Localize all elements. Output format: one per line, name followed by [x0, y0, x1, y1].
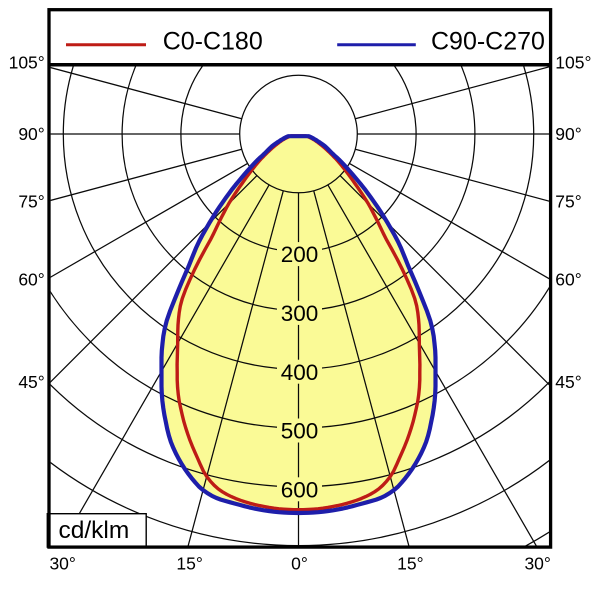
svg-text:400: 400 [281, 360, 319, 385]
svg-text:600: 600 [281, 477, 319, 502]
svg-text:15°: 15° [176, 553, 202, 573]
svg-text:45°: 45° [555, 372, 581, 392]
svg-text:30°: 30° [524, 553, 550, 573]
svg-text:105°: 105° [9, 52, 45, 72]
svg-text:105°: 105° [555, 52, 591, 72]
svg-text:0°: 0° [291, 553, 308, 573]
svg-text:C0-C180: C0-C180 [163, 27, 263, 55]
svg-text:45°: 45° [18, 372, 44, 392]
svg-text:30°: 30° [49, 553, 75, 573]
svg-text:75°: 75° [555, 191, 581, 211]
svg-text:60°: 60° [18, 269, 44, 289]
svg-text:200: 200 [281, 242, 319, 267]
svg-text:300: 300 [281, 301, 319, 326]
svg-text:90°: 90° [555, 124, 581, 144]
svg-text:15°: 15° [397, 553, 423, 573]
svg-text:C90-C270: C90-C270 [431, 27, 545, 55]
svg-text:500: 500 [281, 419, 319, 444]
svg-text:75°: 75° [18, 191, 44, 211]
svg-text:cd/klm: cd/klm [59, 517, 130, 544]
svg-text:60°: 60° [555, 269, 581, 289]
svg-text:90°: 90° [18, 124, 44, 144]
